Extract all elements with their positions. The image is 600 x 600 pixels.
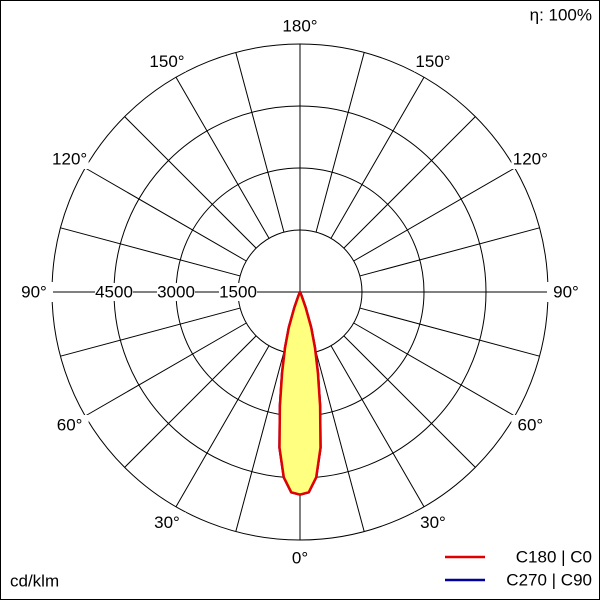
grid-spoke (84, 322, 247, 417)
grid-spoke (235, 52, 285, 233)
angle-label: 60° (57, 415, 83, 434)
angle-label: 30° (154, 513, 180, 532)
angle-label: 120° (513, 149, 548, 168)
angle-label: 30° (420, 513, 446, 532)
legend-label: C180 | C0 (516, 547, 592, 566)
angle-label-bg (547, 282, 585, 302)
angle-label-bg (50, 149, 89, 169)
grid-spoke (353, 322, 516, 417)
angle-label-bg (414, 512, 452, 533)
angle-label-bg (414, 51, 452, 72)
grid-spoke (359, 227, 540, 277)
ring-label-bg (219, 283, 257, 301)
angle-label-bg (511, 149, 550, 169)
grid-spoke (124, 116, 257, 249)
ring-label: 3000 (157, 282, 195, 301)
angle-label-bg (281, 16, 319, 36)
angle-label: 180° (282, 16, 317, 35)
grid-spoke (60, 227, 241, 277)
angle-label: 90° (21, 282, 47, 301)
angle-label-bg (281, 548, 319, 568)
legend-label: C270 | C90 (506, 570, 592, 589)
angle-label-bg (50, 415, 89, 435)
ring-label: 1500 (219, 282, 257, 301)
grid-spoke (315, 351, 365, 532)
grid-spoke (330, 76, 425, 239)
angle-label-bg (148, 512, 186, 533)
grid-spoke (60, 307, 241, 357)
angle-label: 150° (415, 52, 450, 71)
angle-label: 120° (52, 149, 87, 168)
angle-label-bg (15, 282, 53, 302)
grid-spoke (175, 345, 270, 508)
angle-label: 60° (518, 415, 544, 434)
unit-label: cd/klm (10, 571, 59, 590)
ring-label-bg (157, 283, 195, 301)
efficiency: η: 100% (530, 5, 592, 24)
grid-spoke (124, 335, 257, 468)
ring-label-bg (95, 283, 133, 301)
grid-spoke (353, 167, 516, 262)
angle-label-bg (148, 51, 186, 72)
grid-spoke (343, 335, 476, 468)
angle-label: 90° (553, 282, 579, 301)
ring-label: 4500 (95, 282, 133, 301)
grid-spoke (175, 76, 270, 239)
angle-label: 150° (149, 52, 184, 71)
angle-label: 0° (292, 548, 308, 567)
grid-spoke (330, 345, 425, 508)
grid-spoke (343, 116, 476, 249)
grid-spoke (84, 167, 247, 262)
angle-label-bg (511, 415, 550, 435)
grid-spoke (235, 351, 285, 532)
grid-spoke (359, 307, 540, 357)
grid-spoke (315, 52, 365, 233)
intensity-curve (278, 290, 322, 496)
